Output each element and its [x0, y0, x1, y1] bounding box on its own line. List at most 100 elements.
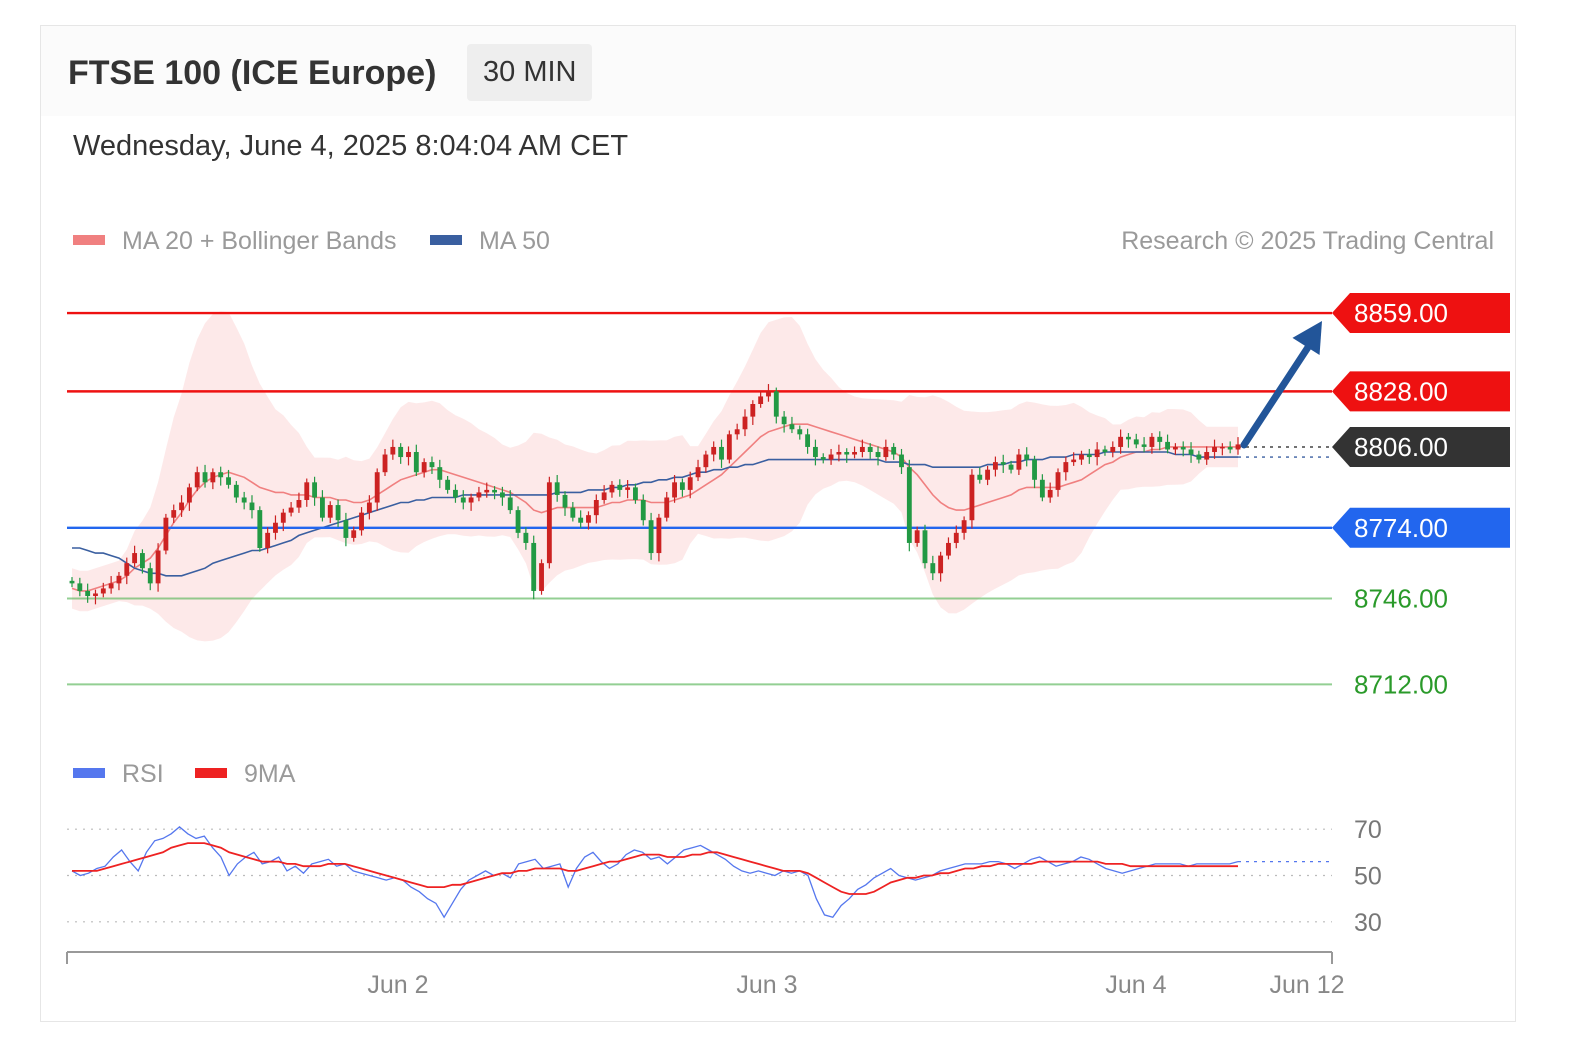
candle-body — [1118, 436, 1124, 447]
candle — [453, 484, 458, 503]
candle — [179, 495, 184, 517]
candle — [249, 495, 255, 519]
candle-body — [265, 532, 271, 548]
candle-body — [69, 580, 75, 584]
candle-body — [233, 484, 239, 498]
candle — [194, 466, 200, 492]
candle-body — [1126, 436, 1131, 440]
level-tag-1 — [1332, 371, 1510, 412]
bollinger-bands — [72, 311, 1238, 642]
candle-body — [100, 588, 106, 594]
candle — [1055, 468, 1061, 497]
candle — [922, 524, 928, 569]
candle — [100, 582, 106, 598]
candle-body — [249, 502, 255, 511]
candle-body — [186, 487, 192, 503]
candle-body — [781, 416, 787, 425]
candle-body — [899, 454, 904, 468]
candle-body — [296, 500, 302, 508]
candle-body — [453, 489, 458, 498]
candle — [1204, 446, 1210, 465]
candle — [171, 504, 177, 523]
candle-body — [273, 522, 278, 533]
candle-body — [476, 492, 482, 498]
candle-body — [617, 484, 623, 490]
candle-body — [1133, 439, 1139, 445]
candle-body — [805, 434, 811, 447]
candle — [374, 468, 380, 511]
candle — [711, 441, 717, 462]
candle-body — [1086, 454, 1092, 458]
candle — [1008, 460, 1014, 474]
candle-body — [319, 497, 325, 518]
candle-body — [437, 467, 443, 480]
time-axis: Jun 2 Jun 3 Jun 4 Jun 12 — [66, 951, 1345, 999]
candle — [1188, 442, 1194, 463]
candle — [633, 483, 638, 504]
candle-body — [288, 507, 294, 513]
candle-body — [515, 510, 521, 533]
candle — [1212, 439, 1217, 459]
candle-body — [171, 510, 177, 518]
candle — [1196, 450, 1202, 464]
candle — [539, 559, 544, 595]
candle-body — [1094, 449, 1100, 458]
candle-body — [343, 520, 349, 538]
candle — [147, 562, 153, 591]
level-label-0: 8859.00 — [1354, 298, 1448, 328]
candle-body — [766, 391, 771, 397]
candle — [343, 512, 349, 547]
candle-body — [85, 590, 91, 596]
candle — [1157, 431, 1163, 451]
candle — [1094, 442, 1100, 466]
legend-rsi-label: RSI — [122, 760, 164, 788]
candle — [445, 476, 451, 494]
candle — [836, 444, 842, 462]
candle-body — [946, 542, 951, 556]
candle-body — [734, 429, 740, 435]
candle — [1016, 448, 1022, 475]
candle-body — [789, 424, 795, 430]
rsi-panel: 70 50 30 — [67, 816, 1382, 937]
x-tick-label: Jun 3 — [736, 971, 797, 999]
candle-body — [366, 502, 372, 513]
candle-body — [406, 452, 411, 458]
legend-rsi-ma-swatch — [195, 768, 227, 778]
candle-body — [906, 467, 912, 543]
candle-body — [202, 472, 208, 483]
candle-body — [507, 497, 513, 511]
candle-body — [664, 497, 670, 518]
level-tag-2 — [1332, 426, 1510, 467]
candle — [977, 467, 983, 484]
candle-body — [523, 532, 529, 543]
candle — [773, 387, 779, 424]
candle-body — [1204, 452, 1210, 460]
candle-body — [390, 446, 396, 455]
candle — [77, 577, 83, 597]
candle — [523, 527, 529, 550]
candle-body — [1039, 479, 1045, 498]
candle — [1071, 452, 1077, 466]
candle — [883, 439, 889, 461]
interval-badge[interactable]: 30 MIN — [467, 44, 593, 101]
candle — [1149, 433, 1155, 454]
candle — [914, 526, 920, 547]
candle — [484, 482, 490, 498]
candle-body — [797, 429, 803, 435]
candle-body — [531, 542, 537, 591]
level-tag-0 — [1332, 293, 1510, 334]
candle — [899, 448, 904, 474]
chart-datetime: Wednesday, June 4, 2025 8:04:04 AM CET — [73, 130, 629, 162]
candle — [609, 481, 615, 498]
candle-body — [1149, 436, 1155, 447]
candle-body — [460, 497, 466, 503]
candle — [327, 501, 333, 523]
candle-body — [429, 462, 435, 468]
candle-body — [961, 520, 967, 533]
candle — [312, 476, 318, 506]
candle — [241, 491, 247, 510]
candle — [531, 535, 537, 600]
candle-body — [351, 530, 357, 538]
candle-body — [1008, 464, 1014, 470]
candle — [695, 459, 701, 482]
